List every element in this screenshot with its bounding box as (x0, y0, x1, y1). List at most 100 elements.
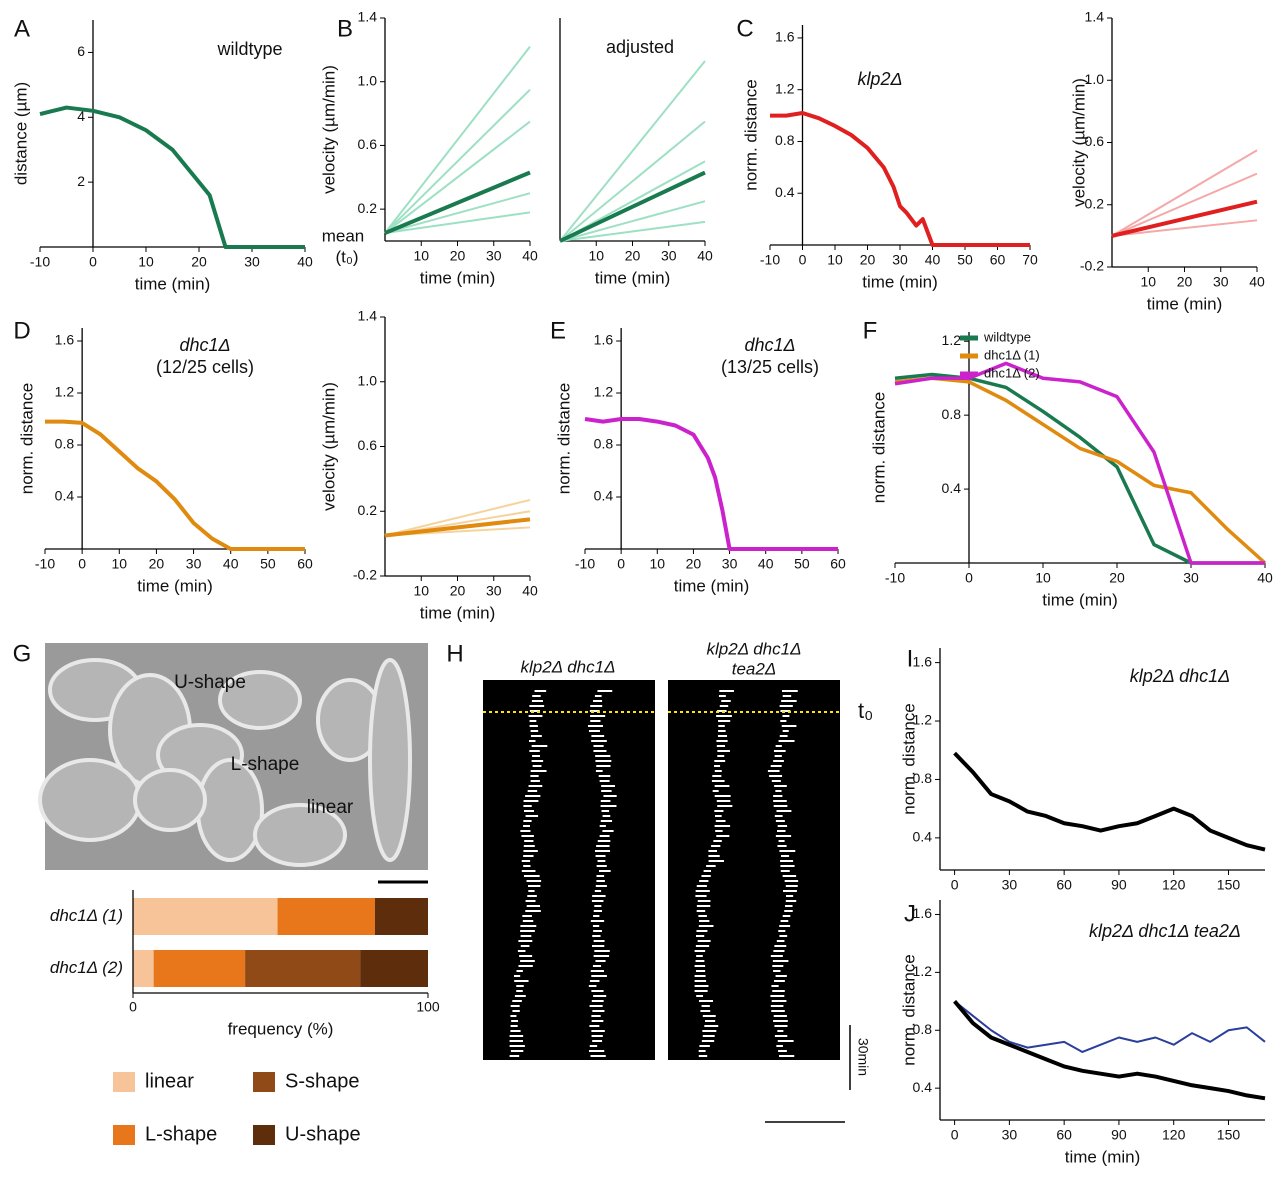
kymo-signal (778, 740, 795, 742)
kymo-signal (775, 835, 792, 837)
kymo-signal (514, 995, 526, 997)
panel-subtitle: (12/25 cells) (156, 357, 254, 377)
legend-label: dhc1Δ (2) (984, 365, 1040, 380)
x-tick-label: 20 (149, 556, 165, 572)
y-axis-title: velocity (µm/min) (319, 382, 338, 511)
x-tick-label: 10 (111, 556, 127, 572)
kymo-signal (714, 785, 730, 787)
kymo-signal (714, 810, 724, 812)
legend-swatch (113, 1125, 135, 1145)
bar-segment (133, 898, 278, 935)
kymo-signal (779, 925, 791, 927)
kymo-signal (600, 800, 611, 802)
x-axis-title: frequency (%) (228, 1019, 334, 1038)
kymo-signal (770, 955, 783, 957)
kymo-signal (594, 695, 602, 697)
kymo-signal (712, 790, 719, 792)
y-tick-label: 0.6 (358, 136, 378, 152)
kymo-signal (588, 985, 597, 987)
trace-line (1111, 219, 1258, 237)
bar-segment (277, 898, 375, 935)
mean-line (45, 419, 305, 551)
x-axis-title: time (min) (1147, 294, 1223, 313)
kymo-signal (698, 915, 707, 917)
kymo-signal (593, 910, 602, 912)
kymo-signal (597, 840, 611, 842)
kymo-signal (518, 965, 533, 967)
cell (133, 768, 207, 832)
x-tick-label: 20 (1177, 274, 1193, 290)
x-axis-title: time (min) (420, 603, 496, 622)
kymo-signal (780, 920, 789, 922)
cell (253, 803, 347, 867)
kymo-signal (593, 700, 603, 702)
y-tick-label: 0.8 (913, 1021, 933, 1037)
x-axis-title: time (min) (862, 272, 938, 291)
kymo-signal (711, 780, 725, 782)
kymo-signal (509, 1040, 523, 1042)
kymo-signal (588, 730, 600, 732)
bar-segment (360, 950, 428, 987)
series-line (894, 372, 1265, 565)
kymo-signal (775, 975, 787, 977)
trace-line (384, 498, 531, 537)
mean-line (39, 105, 305, 249)
y-tick-label: 1.6 (55, 332, 75, 348)
x-tick-label: 0 (951, 877, 959, 893)
kymo-signal (694, 950, 706, 952)
kymograph (668, 680, 840, 1060)
kymo-signal (593, 745, 604, 747)
legend-swatch (253, 1072, 275, 1092)
y-tick-label: 1.2 (913, 963, 933, 979)
kymo-signal (703, 870, 712, 872)
y-axis-title: norm. distance (899, 954, 918, 1066)
kymo-signal (529, 720, 537, 722)
trace-line (384, 211, 531, 235)
kymo-signal (591, 975, 607, 977)
micrograph-label: U-shape (174, 672, 246, 693)
kymo-signal (509, 1035, 524, 1037)
kymo-signal (528, 885, 541, 887)
legend-label: linear (145, 1070, 194, 1092)
y-tick-label: -0.2 (353, 567, 377, 583)
x-tick-label: 0 (89, 254, 97, 270)
kymo-signal (589, 1045, 598, 1047)
kymo-signal (721, 700, 731, 702)
kymo-signal (599, 835, 610, 837)
kymo-signal (520, 935, 532, 937)
y-tick-label: 6 (77, 43, 85, 59)
kymo-signal (774, 755, 782, 757)
trace-line (559, 120, 706, 242)
bar-segment (374, 898, 428, 935)
x-tick-label: 100 (416, 999, 440, 1015)
x-tick-label: 0 (617, 556, 625, 572)
kymo-signal (781, 725, 797, 727)
kymo-signal (717, 735, 728, 737)
kymo-signal (779, 850, 796, 852)
x-tick-label: 30 (1002, 1127, 1018, 1143)
x-tick-label: 30 (892, 252, 908, 268)
x-tick-label: 40 (697, 248, 713, 264)
kymo-signal (781, 700, 797, 702)
kymo-signal (593, 955, 610, 957)
kymo-signal (708, 860, 724, 862)
kymo-signal (704, 1025, 719, 1027)
kymo-signal (695, 970, 706, 972)
y-axis-title: norm. distance (554, 383, 573, 495)
kymo-signal (717, 750, 730, 752)
kymo-signal (590, 1055, 606, 1057)
panel-title: klp2Δ dhc1Δ (1130, 666, 1231, 686)
kymo-signal (716, 745, 725, 747)
y-axis-title: norm. distance (17, 383, 36, 495)
kymo-signal (510, 1005, 520, 1007)
kymo-signal (769, 775, 783, 777)
kymo-signal (598, 775, 611, 777)
y-tick-label: 1.6 (913, 905, 933, 921)
kymo-signal (590, 920, 605, 922)
x-tick-label: 40 (522, 583, 538, 599)
x-tick-label: 20 (686, 556, 702, 572)
kymo-signal (600, 805, 617, 807)
kymo-signal (594, 850, 611, 852)
kymo-signal (775, 745, 782, 747)
kymo-signal (601, 785, 615, 787)
